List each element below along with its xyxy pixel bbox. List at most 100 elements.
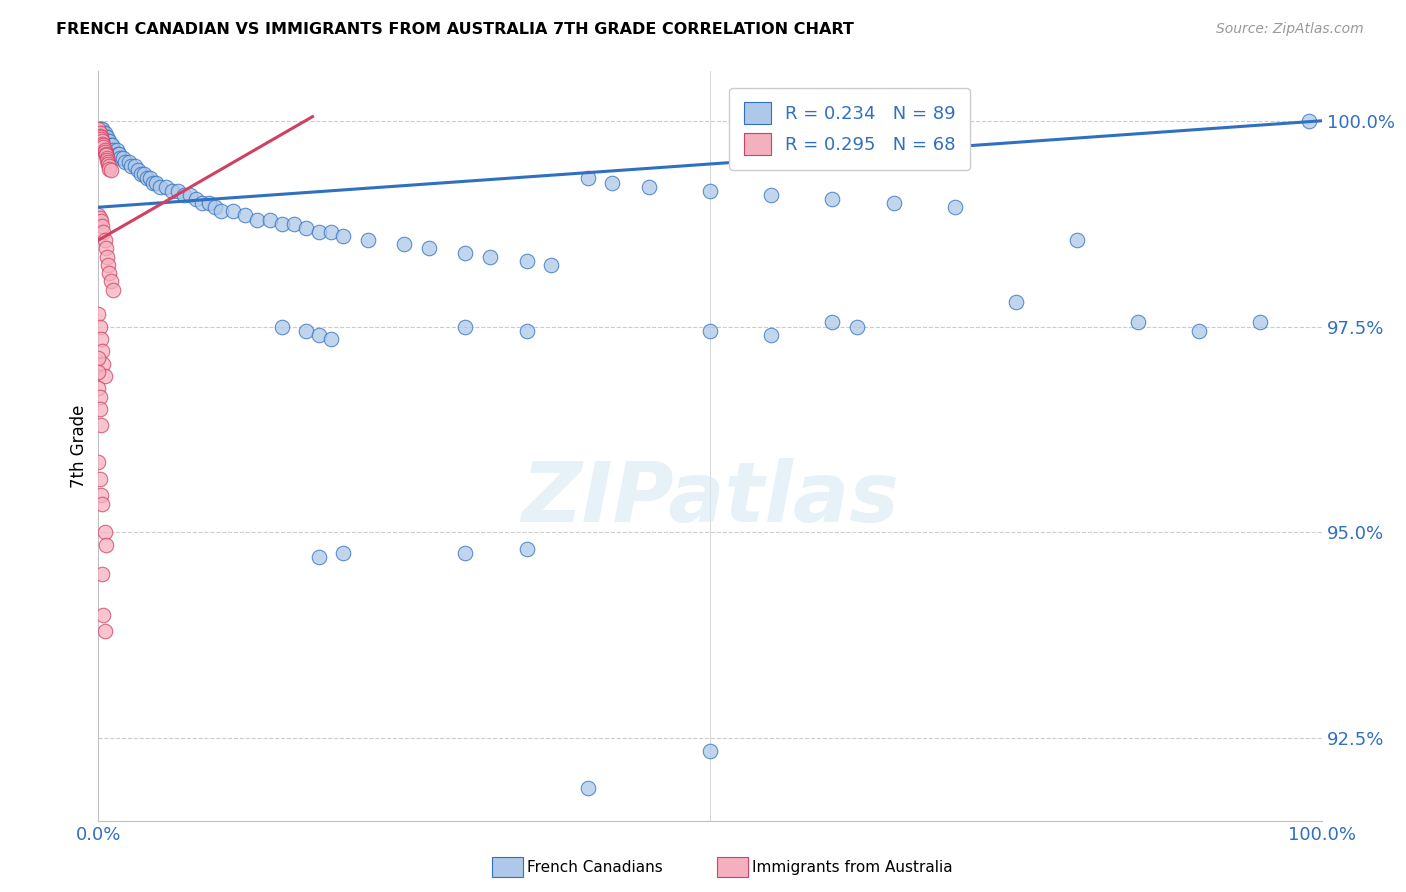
Point: [246, 212, 269, 227]
Point: [111, 151, 134, 165]
Point: [89, 472, 111, 486]
Point: [98, 159, 121, 173]
Point: [124, 159, 146, 173]
Point: [179, 187, 201, 202]
Point: [96, 153, 118, 168]
Point: [91, 126, 114, 140]
Point: [699, 184, 721, 198]
Point: [89, 211, 111, 225]
Point: [97, 155, 120, 169]
Point: [93, 525, 115, 540]
Point: [100, 138, 122, 153]
Point: [87, 209, 110, 223]
Point: [1004, 294, 1026, 309]
Point: [160, 184, 183, 198]
Point: [94, 146, 117, 161]
Point: [127, 163, 149, 178]
Point: [108, 146, 131, 161]
Point: [418, 241, 440, 255]
Point: [101, 138, 124, 153]
Point: [120, 159, 142, 173]
Point: [515, 541, 537, 556]
Point: [233, 209, 256, 223]
Point: [110, 151, 132, 165]
Point: [89, 126, 111, 140]
Point: [132, 167, 155, 181]
Point: [270, 217, 294, 231]
Point: [191, 196, 214, 211]
Point: [576, 780, 599, 795]
Point: [197, 196, 219, 211]
Point: [142, 176, 165, 190]
Point: [155, 179, 177, 194]
Point: [118, 155, 141, 169]
Point: [515, 253, 537, 268]
Point: [96, 151, 118, 165]
Point: [1128, 316, 1150, 330]
Point: [308, 550, 330, 565]
Point: [97, 258, 120, 272]
Point: [332, 546, 354, 560]
Point: [94, 130, 117, 145]
Point: [97, 134, 120, 148]
Point: [259, 212, 281, 227]
Point: [87, 351, 110, 365]
Point: [600, 176, 623, 190]
Point: [392, 237, 416, 252]
Point: [91, 134, 114, 148]
Point: [845, 319, 868, 334]
Point: [139, 171, 162, 186]
Text: Source: ZipAtlas.com: Source: ZipAtlas.com: [1216, 22, 1364, 37]
Point: [699, 744, 721, 758]
Text: FRENCH CANADIAN VS IMMIGRANTS FROM AUSTRALIA 7TH GRADE CORRELATION CHART: FRENCH CANADIAN VS IMMIGRANTS FROM AUSTR…: [56, 22, 853, 37]
Point: [101, 283, 124, 297]
Point: [90, 130, 112, 145]
Point: [209, 204, 232, 219]
Point: [91, 225, 114, 239]
Point: [89, 128, 111, 143]
Point: [93, 233, 115, 247]
Point: [1249, 316, 1271, 330]
Point: [332, 229, 354, 244]
Point: [167, 184, 190, 198]
Point: [91, 138, 114, 153]
Point: [100, 163, 122, 178]
Point: [90, 214, 112, 228]
Point: [515, 324, 537, 338]
Point: [1298, 113, 1320, 128]
Point: [101, 143, 124, 157]
Point: [114, 155, 136, 169]
Point: [91, 344, 114, 359]
Point: [204, 200, 226, 214]
Point: [222, 204, 245, 219]
Point: [98, 134, 121, 148]
Point: [270, 319, 294, 334]
Point: [295, 324, 318, 338]
Point: [1188, 324, 1211, 338]
Point: [638, 179, 661, 194]
Point: [145, 176, 167, 190]
Point: [94, 538, 117, 552]
Y-axis label: 7th Grade: 7th Grade: [70, 404, 89, 488]
Point: [107, 146, 129, 161]
Point: [87, 122, 110, 136]
Point: [89, 401, 111, 416]
Point: [308, 327, 330, 342]
Point: [87, 381, 110, 395]
Point: [454, 319, 477, 334]
Point: [93, 145, 115, 159]
Point: [105, 143, 128, 157]
Point: [761, 327, 783, 342]
Point: [540, 258, 562, 272]
Point: [87, 365, 110, 379]
Point: [90, 122, 112, 136]
Point: [100, 274, 122, 288]
Point: [283, 217, 305, 231]
Point: [1066, 233, 1088, 247]
Point: [98, 266, 121, 280]
Point: [93, 143, 115, 157]
Point: [576, 171, 599, 186]
Point: [97, 157, 120, 171]
Point: [91, 219, 114, 234]
Text: Immigrants from Australia: Immigrants from Australia: [752, 860, 953, 874]
